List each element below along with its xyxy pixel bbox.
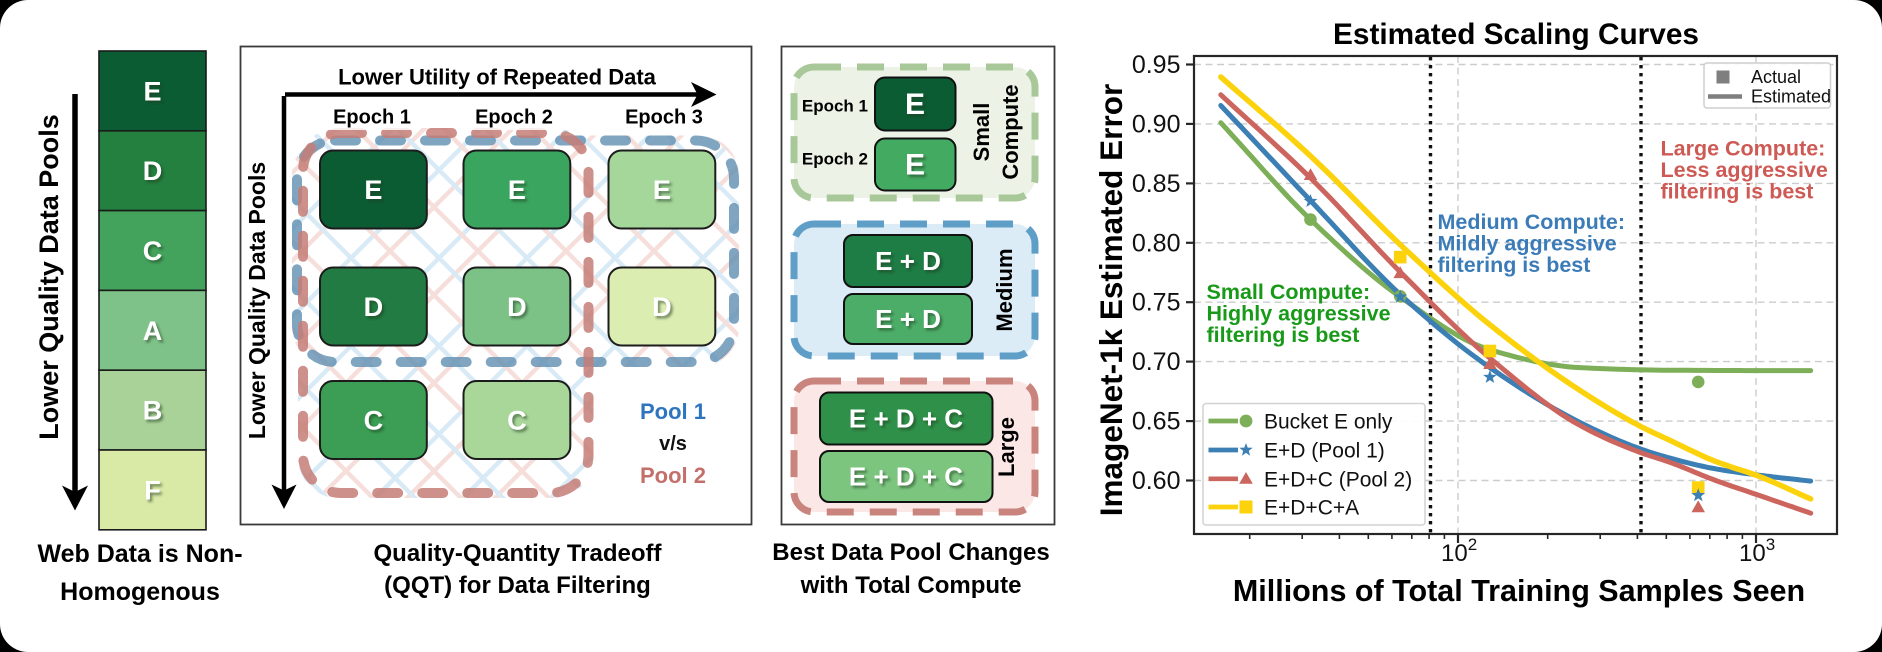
svg-text:Epoch 1: Epoch 1 <box>333 107 411 129</box>
svg-text:E + D + C: E + D + C <box>849 404 963 434</box>
svg-text:Bucket E only: Bucket E only <box>1264 411 1393 434</box>
svg-text:filtering is best: filtering is best <box>1438 253 1591 277</box>
svg-text:E+D+C+A: E+D+C+A <box>1264 497 1359 520</box>
svg-text:Homogenous: Homogenous <box>60 578 220 606</box>
svg-text:A: A <box>143 316 163 346</box>
svg-text:Large: Large <box>994 417 1019 477</box>
svg-text:filtering is best: filtering is best <box>1207 323 1360 347</box>
svg-text:Compute: Compute <box>998 84 1023 179</box>
svg-text:Lower Utility of Repeated Data: Lower Utility of Repeated Data <box>338 65 657 90</box>
svg-text:Epoch 3: Epoch 3 <box>625 107 703 129</box>
svg-text:Epoch 2: Epoch 2 <box>802 150 868 169</box>
svg-text:Estimated Scaling Curves: Estimated Scaling Curves <box>1333 18 1699 51</box>
svg-text:Millions of Total Training Sam: Millions of Total Training Samples Seen <box>1233 574 1805 608</box>
svg-text:Small Compute:: Small Compute: <box>1207 280 1371 304</box>
svg-text:with Total Compute: with Total Compute <box>800 572 1022 599</box>
svg-text:E: E <box>905 88 925 121</box>
svg-text:Less aggressive: Less aggressive <box>1661 158 1828 182</box>
svg-text:Small: Small <box>969 103 994 162</box>
svg-text:Large Compute:: Large Compute: <box>1661 137 1826 161</box>
svg-text:E + D: E + D <box>875 304 941 334</box>
svg-text:0.80: 0.80 <box>1132 229 1181 257</box>
svg-text:C: C <box>507 406 527 436</box>
svg-text:Estimated: Estimated <box>1751 87 1831 107</box>
svg-text:Actual: Actual <box>1751 67 1801 87</box>
svg-text:v/s: v/s <box>659 433 687 455</box>
svg-text:E: E <box>508 175 526 205</box>
svg-text:E: E <box>905 149 925 182</box>
svg-text:Epoch 2: Epoch 2 <box>475 107 553 129</box>
svg-text:Mildly aggressive: Mildly aggressive <box>1438 232 1617 256</box>
svg-text:0.70: 0.70 <box>1132 348 1181 376</box>
svg-text:0.95: 0.95 <box>1132 51 1181 79</box>
svg-text:102: 102 <box>1441 535 1477 567</box>
svg-text:E: E <box>653 175 671 205</box>
svg-text:D: D <box>143 156 163 186</box>
svg-text:F: F <box>144 475 161 505</box>
svg-text:E+D+C (Pool 2): E+D+C (Pool 2) <box>1264 468 1412 491</box>
svg-text:Lower Quality Data Pools: Lower Quality Data Pools <box>244 162 270 439</box>
svg-text:C: C <box>364 406 384 436</box>
svg-text:D: D <box>507 292 527 322</box>
svg-text:B: B <box>143 396 163 426</box>
svg-text:Medium Compute:: Medium Compute: <box>1438 210 1626 234</box>
svg-text:Best Data Pool Changes: Best Data Pool Changes <box>772 539 1049 566</box>
svg-text:E + D: E + D <box>875 246 941 276</box>
svg-text:0.90: 0.90 <box>1132 110 1181 138</box>
svg-text:0.65: 0.65 <box>1132 408 1181 436</box>
svg-text:(QQT) for Data Filtering: (QQT) for Data Filtering <box>384 572 651 599</box>
svg-text:Epoch 1: Epoch 1 <box>802 97 868 116</box>
svg-text:Pool 2: Pool 2 <box>640 463 706 488</box>
svg-text:Medium: Medium <box>992 248 1017 331</box>
svg-text:D: D <box>652 292 672 322</box>
svg-text:Pool 1: Pool 1 <box>640 399 706 424</box>
svg-text:filtering is best: filtering is best <box>1661 180 1814 204</box>
svg-text:E: E <box>364 175 382 205</box>
svg-text:E+D (Pool 1): E+D (Pool 1) <box>1264 440 1385 463</box>
svg-text:0.75: 0.75 <box>1132 289 1181 317</box>
svg-text:E + D + C: E + D + C <box>849 462 963 492</box>
svg-text:E: E <box>143 76 161 106</box>
svg-text:Lower Quality Data Pools: Lower Quality Data Pools <box>34 114 64 440</box>
svg-text:Web Data is Non-: Web Data is Non- <box>37 540 242 568</box>
svg-text:C: C <box>143 236 163 266</box>
svg-text:D: D <box>364 292 384 322</box>
svg-text:103: 103 <box>1739 535 1775 567</box>
svg-text:ImageNet-1k Estimated Error: ImageNet-1k Estimated Error <box>1093 84 1129 516</box>
svg-text:0.85: 0.85 <box>1132 170 1181 198</box>
svg-text:Highly aggressive: Highly aggressive <box>1207 302 1391 326</box>
svg-text:0.60: 0.60 <box>1132 467 1181 495</box>
svg-text:Quality-Quantity Tradeoff: Quality-Quantity Tradeoff <box>373 540 662 567</box>
